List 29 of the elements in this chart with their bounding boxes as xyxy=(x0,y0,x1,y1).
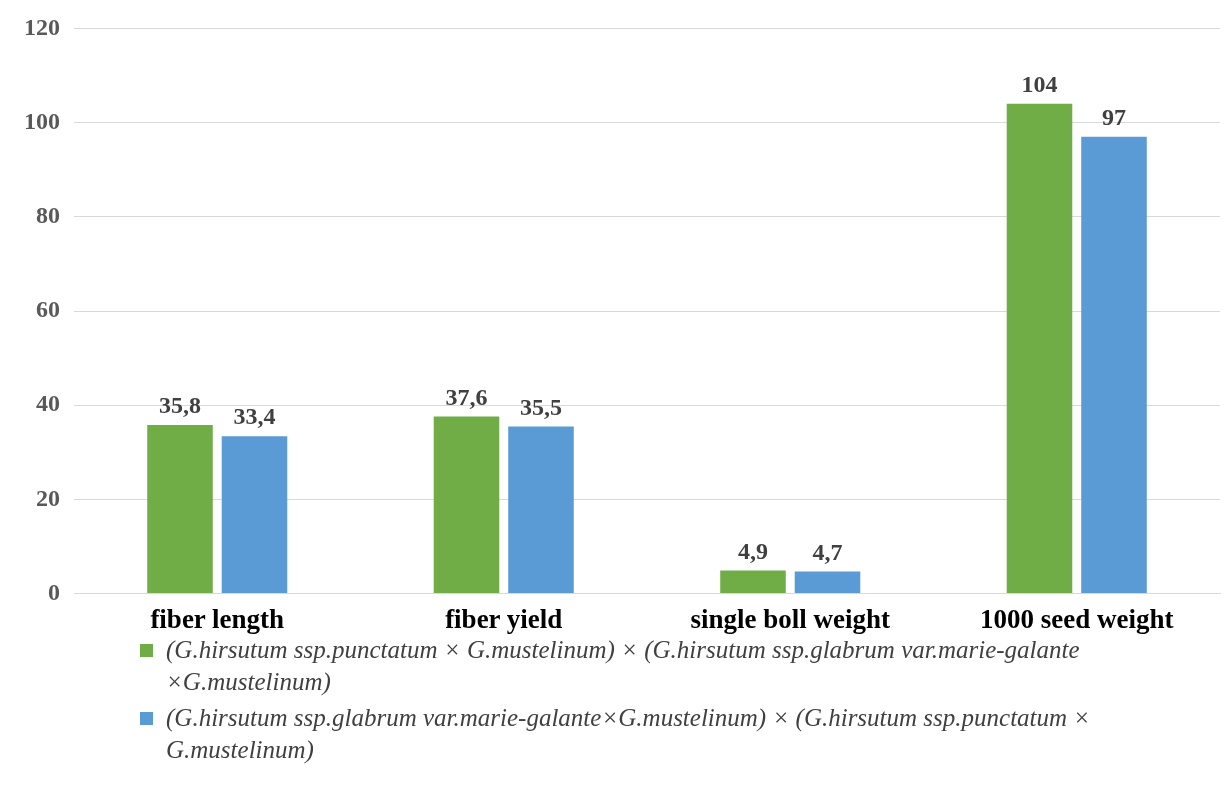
data-label: 37,6 xyxy=(445,383,488,410)
x-tick-label: fiber yield xyxy=(445,603,563,634)
x-tick-label: single boll weight xyxy=(690,603,891,634)
bar xyxy=(433,416,500,594)
data-label: 4,7 xyxy=(812,538,843,565)
data-label: 33,4 xyxy=(233,403,276,430)
legend-label: (G.hirsutum ssp.glabrum var.marie-galante×G.mustelinum) × (G.hirsutum ssp.punctatum × G.mustelinum) xyxy=(166,704,1091,763)
data-label: 35,5 xyxy=(519,393,562,420)
data-label: 97 xyxy=(1101,103,1126,130)
legend-label: (G.hirsutum ssp.punctatum × G.mustelinum) × (G.hirsutum ssp.glabrum var.marie-galante ×G.mustelinum) xyxy=(166,636,1080,695)
y-tick-label: 40 xyxy=(36,390,60,417)
data-label: 4,9 xyxy=(738,537,769,564)
bar xyxy=(221,436,288,594)
data-label: 35,8 xyxy=(159,392,202,419)
x-tick-label: fiber length xyxy=(150,603,285,634)
bar xyxy=(794,571,861,594)
y-tick-label: 0 xyxy=(48,578,60,605)
y-tick-label: 80 xyxy=(36,202,60,228)
bar xyxy=(720,570,786,594)
data-label: 104 xyxy=(1021,70,1058,97)
y-tick-label: 100 xyxy=(24,107,60,134)
y-tick-label: 20 xyxy=(36,484,60,511)
bar xyxy=(147,424,213,594)
bar xyxy=(508,426,574,594)
bar xyxy=(1081,136,1147,594)
x-tick-label: 1000 seed weight xyxy=(980,603,1174,634)
y-tick-label: 60 xyxy=(36,296,60,323)
y-tick-label: 120 xyxy=(24,13,60,40)
bar xyxy=(1006,103,1073,594)
